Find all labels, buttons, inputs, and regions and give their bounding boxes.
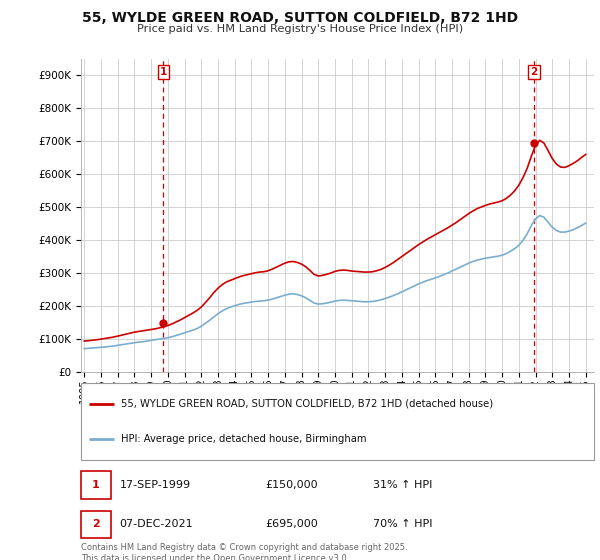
Text: 2: 2 [92, 520, 100, 530]
Text: 07-DEC-2021: 07-DEC-2021 [119, 520, 193, 530]
Text: Contains HM Land Registry data © Crown copyright and database right 2025.
This d: Contains HM Land Registry data © Crown c… [81, 543, 407, 560]
Text: 70% ↑ HPI: 70% ↑ HPI [373, 520, 433, 530]
Text: 31% ↑ HPI: 31% ↑ HPI [373, 480, 433, 490]
FancyBboxPatch shape [81, 383, 594, 460]
Text: £150,000: £150,000 [266, 480, 319, 490]
Text: 1: 1 [92, 480, 100, 490]
Text: 2: 2 [530, 67, 538, 77]
Text: £695,000: £695,000 [266, 520, 319, 530]
Text: 1: 1 [160, 67, 167, 77]
Text: HPI: Average price, detached house, Birmingham: HPI: Average price, detached house, Birm… [121, 435, 367, 445]
Text: 55, WYLDE GREEN ROAD, SUTTON COLDFIELD, B72 1HD: 55, WYLDE GREEN ROAD, SUTTON COLDFIELD, … [82, 11, 518, 25]
Text: 55, WYLDE GREEN ROAD, SUTTON COLDFIELD, B72 1HD (detached house): 55, WYLDE GREEN ROAD, SUTTON COLDFIELD, … [121, 399, 493, 409]
FancyBboxPatch shape [81, 472, 111, 499]
Text: 17-SEP-1999: 17-SEP-1999 [119, 480, 191, 490]
FancyBboxPatch shape [81, 511, 111, 538]
Text: Price paid vs. HM Land Registry's House Price Index (HPI): Price paid vs. HM Land Registry's House … [137, 24, 463, 34]
